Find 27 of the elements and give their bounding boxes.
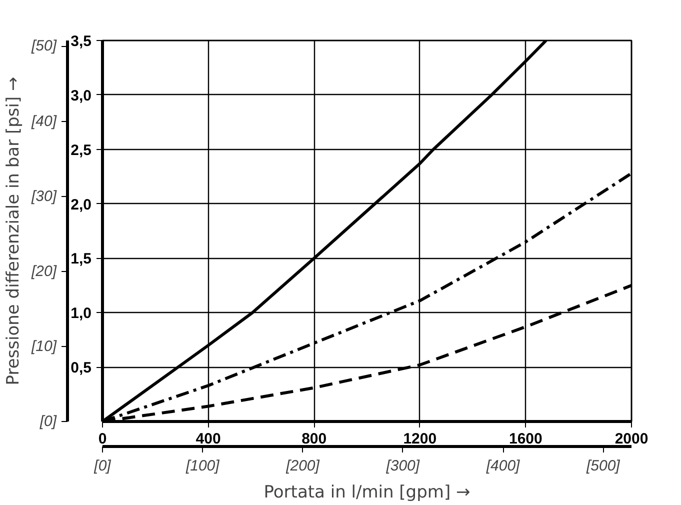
x2-tick-label: [300]	[385, 458, 420, 474]
y-tick-label: 2,5	[70, 142, 92, 159]
y2-tick-label: [0]	[38, 413, 58, 430]
x2-tick-label: [100]	[184, 458, 220, 474]
y-tick-label: 3,0	[70, 87, 92, 104]
x-tick-label: 400	[196, 430, 221, 448]
x-axis-title: Portata in l/min [gpm] →	[264, 482, 470, 502]
y2-tick-label: [20]	[30, 262, 58, 280]
y-tick-label: 2,0	[70, 196, 92, 214]
x-tick-label: 2000	[614, 430, 648, 448]
x2-tick-label: [400]	[485, 458, 521, 474]
x2-tick-label: [500]	[585, 458, 621, 474]
y-tick-label: 1,5	[70, 250, 92, 268]
y2-tick-label: [10]	[30, 338, 58, 355]
y-tick-label: 1,0	[70, 305, 92, 322]
x-tick-label: 1600	[509, 430, 542, 448]
x-tick-label: 0	[98, 430, 107, 448]
y-tick-label: 0,5	[70, 360, 92, 377]
x2-tick-label: [200]	[285, 458, 320, 474]
y2-tick-label: [30]	[30, 188, 58, 205]
y2-axis-title: Pressione differenziale in bar [psi] →	[3, 76, 24, 386]
x2-tick-label: [0]	[93, 458, 112, 474]
y2-tick-label: [40]	[30, 112, 58, 130]
x-tick-label: 800	[302, 430, 327, 448]
y2-tick-label: [50]	[30, 38, 58, 55]
x-tick-label: 1200	[403, 430, 437, 448]
y-tick-label: 3,5	[70, 33, 92, 50]
